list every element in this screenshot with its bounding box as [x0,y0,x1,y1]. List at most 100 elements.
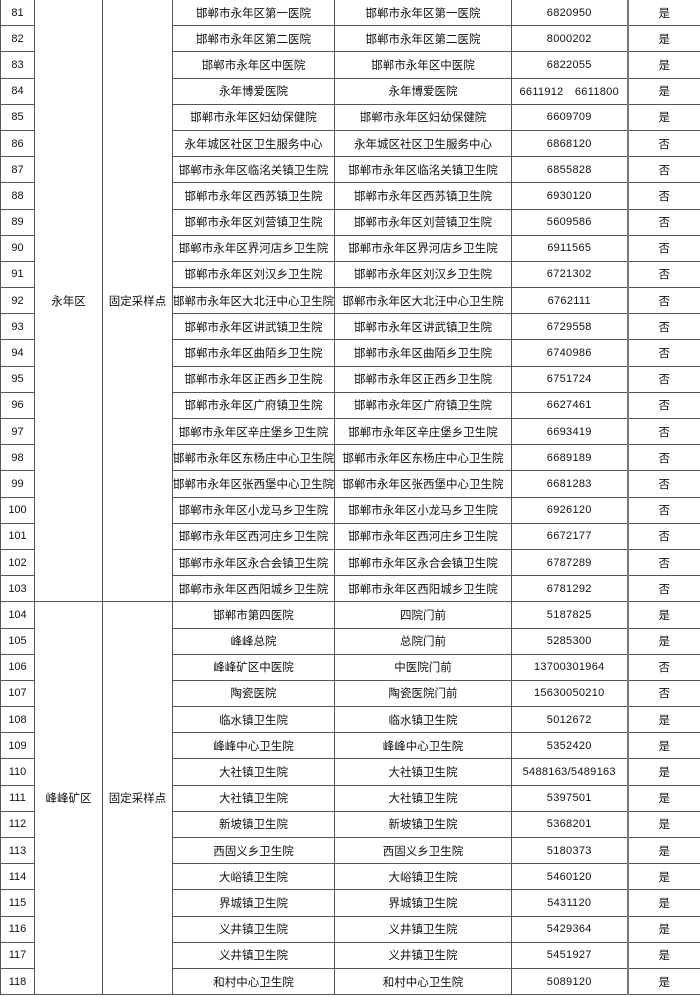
flag-cell: 否 [626,182,700,210]
institution-name: 邯郸市永年区妇幼保健院 [172,103,335,131]
row-number: 107 [0,679,35,708]
table-row: 113 西固义乡卫生院 西固义乡卫生院 5180373 是 [0,836,700,865]
flag-cell: 是 [626,967,700,996]
phone-number: 5368201 [511,810,628,839]
row-number: 91 [0,260,35,289]
phone-number: 6926120 [511,496,628,524]
institution-name: 邯郸市永年区小龙马乡卫生院 [172,496,335,524]
institution-name: 邯郸市永年区曲陌乡卫生院 [172,339,335,367]
institution-name: 和村中心卫生院 [172,967,335,996]
phone-number: 6762111 [511,287,628,315]
table-row: 106 峰峰矿区中医院 中医院门前 13700301964 否 [0,653,700,681]
institution-name: 邯郸市永年区中医院 [172,51,335,79]
row-number: 102 [0,548,35,577]
institution-name: 邯郸市永年区刘营镇卫生院 [172,208,335,236]
flag-cell: 是 [626,627,700,655]
sampling-location: 邯郸市永年区广府镇卫生院 [334,391,512,420]
flag-cell: 否 [626,548,700,577]
sampling-location: 陶瓷医院门前 [334,679,512,708]
sampling-location: 邯郸市永年区第一医院 [334,0,512,27]
flag-cell: 否 [626,444,700,472]
phone-number: 6681283 [511,470,628,498]
sampling-location: 邯郸市永年区西阳城乡卫生院 [334,575,512,603]
phone-number: 6855828 [511,156,628,184]
row-number: 115 [0,889,35,917]
flag-cell: 否 [626,287,700,315]
institution-name: 邯郸市永年区大北汪中心卫生院 [172,287,335,315]
site-type-cell: 固定采样点 [102,601,173,996]
row-number: 105 [0,627,35,655]
phone-number: 13700301964 [511,653,628,681]
sampling-location: 义井镇卫生院 [334,915,512,943]
sampling-location: 界城镇卫生院 [334,889,512,917]
flag-cell: 否 [626,679,700,708]
flag-cell: 是 [626,889,700,917]
row-number: 93 [0,313,35,341]
row-number: 104 [0,601,35,629]
sampling-location: 邯郸市永年区小龙马乡卫生院 [334,496,512,524]
phone-number: 6787289 [511,548,628,577]
flag-cell: 是 [626,941,700,969]
row-number: 90 [0,234,35,262]
sampling-location: 邯郸市永年区大北汪中心卫生院 [334,287,512,315]
institution-name: 邯郸市永年区界河店乡卫生院 [172,234,335,262]
phone-number: 8000202 [511,25,628,53]
sampling-location: 大社镇卫生院 [334,784,512,812]
flag-cell: 否 [626,339,700,367]
sampling-location: 永年博爱医院 [334,77,512,105]
institution-name: 义井镇卫生院 [172,915,335,943]
sampling-location: 临水镇卫生院 [334,706,512,734]
phone-number: 6911565 [511,234,628,262]
flag-cell: 是 [626,863,700,891]
phone-number: 6822055 [511,51,628,79]
flag-cell: 是 [626,601,700,629]
row-number: 96 [0,391,35,420]
table-row: 117 义井镇卫生院 义井镇卫生院 5451927 是 [0,941,700,969]
sampling-location: 邯郸市永年区刘汉乡卫生院 [334,260,512,289]
table-row: 101 邯郸市永年区西河庄乡卫生院 邯郸市永年区西河庄乡卫生院 6672177 否 [0,522,700,550]
row-number: 85 [0,103,35,131]
phone-number: 5451927 [511,941,628,969]
institution-name: 邯郸市第四医院 [172,601,335,629]
phone-number: 6740986 [511,339,628,367]
row-number: 92 [0,287,35,315]
phone-number: 6930120 [511,182,628,210]
flag-cell: 是 [626,784,700,812]
row-number: 95 [0,365,35,393]
table-row: 83 邯郸市永年区中医院 邯郸市永年区中医院 6822055 是 [0,51,700,79]
institution-name: 界城镇卫生院 [172,889,335,917]
row-number: 108 [0,706,35,734]
row-number: 101 [0,522,35,550]
row-number: 98 [0,444,35,472]
phone-number: 5488163/5489163 [511,758,628,786]
table-row: 85 邯郸市永年区妇幼保健院 邯郸市永年区妇幼保健院 6609709 是 [0,103,700,131]
phone-number: 5397501 [511,784,628,812]
flag-cell: 否 [626,129,700,158]
institution-name: 永年城区社区卫生服务中心 [172,129,335,158]
table-row: 112 新坡镇卫生院 新坡镇卫生院 5368201 是 [0,810,700,839]
institution-name: 峰峰中心卫生院 [172,732,335,760]
flag-cell: 是 [626,758,700,786]
institution-name: 邯郸市永年区西苏镇卫生院 [172,182,335,210]
phone-number: 6689189 [511,444,628,472]
institution-name: 西固义乡卫生院 [172,836,335,865]
phone-number: 6868120 [511,129,628,158]
flag-cell: 否 [626,470,700,498]
sampling-location: 大峪镇卫生院 [334,863,512,891]
flag-cell: 是 [626,810,700,839]
sampling-location: 总院门前 [334,627,512,655]
table-row: 81 永年区 固定采样点 邯郸市永年区第一医院 邯郸市永年区第一医院 6820950 是 [0,0,700,603]
flag-cell: 否 [626,417,700,446]
institution-name: 邯郸市永年区辛庄堡乡卫生院 [172,417,335,446]
row-number: 117 [0,941,35,969]
phone-number: 6693419 [511,417,628,446]
district-cell: 永年区 [34,0,103,603]
row-number: 99 [0,470,35,498]
flag-cell: 否 [626,260,700,289]
sampling-location: 四院门前 [334,601,512,629]
table-row: 95 邯郸市永年区正西乡卫生院 邯郸市永年区正西乡卫生院 6751724 否 [0,365,700,393]
row-number: 106 [0,653,35,681]
table-row: 116 义井镇卫生院 义井镇卫生院 5429364 是 [0,915,700,943]
row-number: 111 [0,784,35,812]
